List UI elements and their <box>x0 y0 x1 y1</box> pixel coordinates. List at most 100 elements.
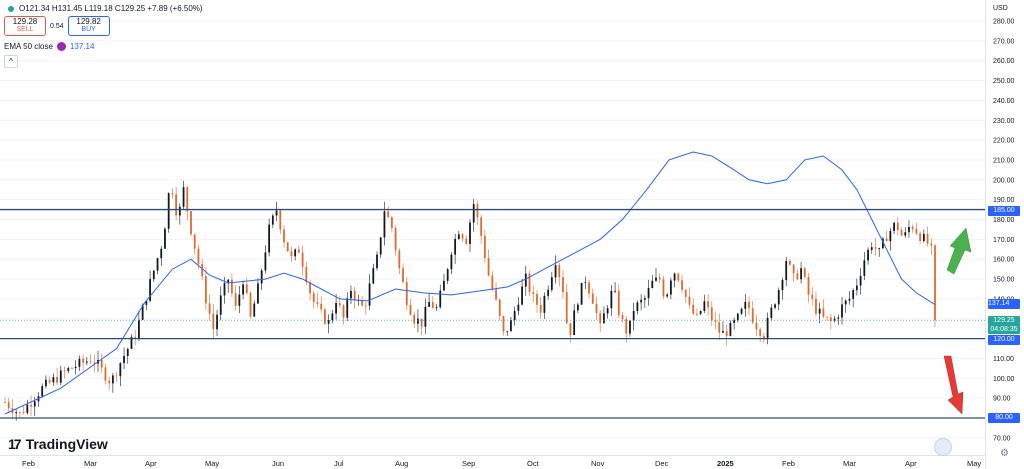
candle-body <box>294 249 297 257</box>
candle-body <box>26 404 29 413</box>
candle-body <box>208 303 211 314</box>
level-120-badge: 120.00 <box>988 335 1020 345</box>
candle-body <box>547 289 550 296</box>
candle-body <box>413 314 416 324</box>
candle-body <box>852 290 855 299</box>
candle-body <box>257 283 259 304</box>
candle-body <box>149 279 151 301</box>
candle-body <box>443 280 445 291</box>
candle-body <box>245 284 248 294</box>
candle-body <box>119 363 122 377</box>
candle-body <box>643 298 646 300</box>
candle-body <box>219 295 222 315</box>
candle-body <box>63 370 66 372</box>
x-tick-label: Mar <box>843 459 856 468</box>
candle-body <box>688 296 691 305</box>
tradingview-logo[interactable]: 17 TradingView <box>8 436 108 452</box>
candle-body <box>740 308 743 314</box>
candle-body <box>599 313 602 324</box>
candle-body <box>815 298 817 314</box>
level-185-badge: 185.00 <box>988 206 1020 216</box>
candle-body <box>264 252 267 271</box>
ema-label: EMA 50 close <box>4 42 53 51</box>
ema-value: 137.14 <box>69 42 95 51</box>
candle-body <box>532 292 535 295</box>
candle-body <box>480 217 483 236</box>
level-80-badge: 80.00 <box>988 413 1020 423</box>
candle-body <box>186 187 189 212</box>
x-tick-label: Nov <box>591 459 605 468</box>
candle-body <box>417 318 419 324</box>
candle-body <box>160 248 163 259</box>
candle-body <box>770 307 773 318</box>
candle-body <box>677 273 680 281</box>
x-tick-label: 2025 <box>717 459 734 468</box>
support-resistance-levels[interactable] <box>0 208 985 419</box>
candle-body <box>841 304 843 318</box>
candle-body <box>138 319 140 339</box>
candle-body <box>777 290 780 305</box>
candle-body <box>930 243 933 246</box>
candle-body <box>115 375 118 377</box>
candle-body <box>536 294 538 305</box>
candle-body <box>420 318 423 327</box>
candle-body <box>141 304 144 320</box>
candle-body <box>22 412 25 413</box>
candle-body <box>558 265 561 278</box>
candle-body <box>885 238 888 242</box>
grid <box>0 0 986 469</box>
currency-flag-icon[interactable] <box>934 438 952 456</box>
candle-body <box>59 370 62 383</box>
candle-body <box>171 193 174 195</box>
candle-body <box>588 282 590 294</box>
candle-body <box>431 302 434 309</box>
candle-body <box>696 313 698 315</box>
y-tick-label: 230.00 <box>993 118 1015 125</box>
candle-body <box>204 276 207 304</box>
sell-button[interactable]: 129.28 SELL <box>4 16 46 36</box>
sell-price: 129.28 <box>12 17 38 26</box>
time-axis[interactable]: Feb Mar Apr May Jun Jul Aug Sep Oct Nov Dec 2025 Feb… <box>22 459 981 468</box>
candle-body <box>454 238 457 255</box>
indicator-icon <box>56 42 66 51</box>
candle-body <box>331 313 334 321</box>
candle-body <box>510 320 512 332</box>
candle-body <box>71 367 73 369</box>
candle-body <box>818 308 821 314</box>
gear-icon[interactable]: ⚙ <box>1000 448 1009 459</box>
candle-body <box>707 301 709 308</box>
candle-body <box>74 366 77 369</box>
candle-body <box>629 320 631 334</box>
candle-body <box>476 204 479 218</box>
y-tick-label: 180.00 <box>993 217 1015 224</box>
candle-body <box>632 311 635 321</box>
candle-body <box>733 320 736 323</box>
ema-price-badge: 137.14 <box>988 299 1020 309</box>
candle-body <box>748 301 750 309</box>
price-axis[interactable]: 70.0080.0090.00100.00110.00120.00130.001… <box>993 19 1015 443</box>
candle-body <box>67 367 70 372</box>
candle-body <box>290 251 293 257</box>
candle-body <box>15 412 18 414</box>
candle-body <box>130 336 133 349</box>
candle-body <box>669 280 672 295</box>
candle-body <box>874 247 877 249</box>
buy-button[interactable]: 129.82 BUY <box>67 16 110 36</box>
candle-body <box>18 412 21 413</box>
y-tick-label: 70.00 <box>993 435 1011 442</box>
candle-body <box>446 269 449 281</box>
candles-layer <box>4 180 936 421</box>
y-tick-label: 250.00 <box>993 78 1015 85</box>
ema-legend[interactable]: EMA 50 close 137.14 <box>4 42 94 51</box>
y-tick-label: 270.00 <box>993 38 1015 45</box>
chevron-up-icon[interactable]: ^ <box>4 55 18 68</box>
candle-body <box>450 254 453 270</box>
x-tick-label: Sep <box>462 459 475 468</box>
candle-body <box>528 273 531 293</box>
candle-body <box>762 335 765 340</box>
candle-body <box>145 300 148 305</box>
candle-body <box>517 304 520 311</box>
candle-body <box>774 304 776 308</box>
candle-body <box>710 307 713 321</box>
